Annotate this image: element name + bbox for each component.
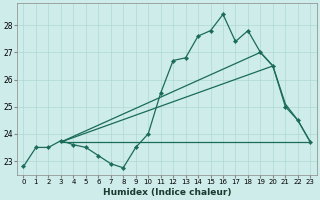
X-axis label: Humidex (Indice chaleur): Humidex (Indice chaleur) bbox=[103, 188, 231, 197]
